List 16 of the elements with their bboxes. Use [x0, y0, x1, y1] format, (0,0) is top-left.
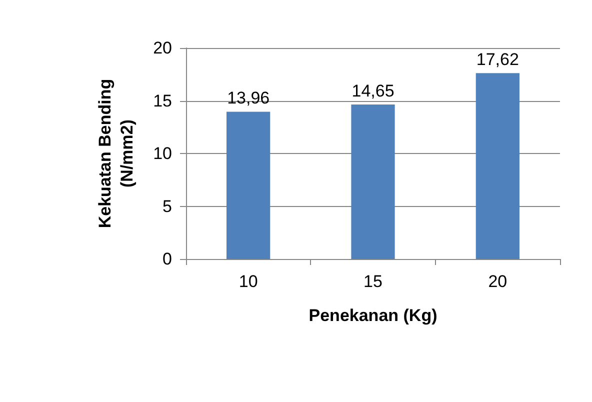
y-tick-label: 5	[162, 196, 172, 216]
x-tick-label: 15	[364, 272, 382, 291]
y-axis-title: Kekuatan Bending (N/mm2)	[96, 78, 136, 228]
bar	[226, 112, 270, 259]
y-tick-label: 15	[153, 91, 172, 110]
data-label: 17,62	[476, 50, 519, 70]
y-tick-label: 20	[153, 38, 172, 58]
x-tick-label: 20	[488, 272, 508, 291]
y-tick-label: 0	[162, 250, 172, 268]
data-label: 13,96	[227, 88, 270, 108]
x-tick-label: 10	[238, 272, 258, 291]
x-axis-title: Penekanan (Kg)	[308, 306, 438, 325]
bar	[351, 104, 395, 259]
data-label: 14,65	[352, 81, 394, 100]
y-tick-label: 10	[153, 144, 172, 163]
bar	[476, 73, 520, 259]
